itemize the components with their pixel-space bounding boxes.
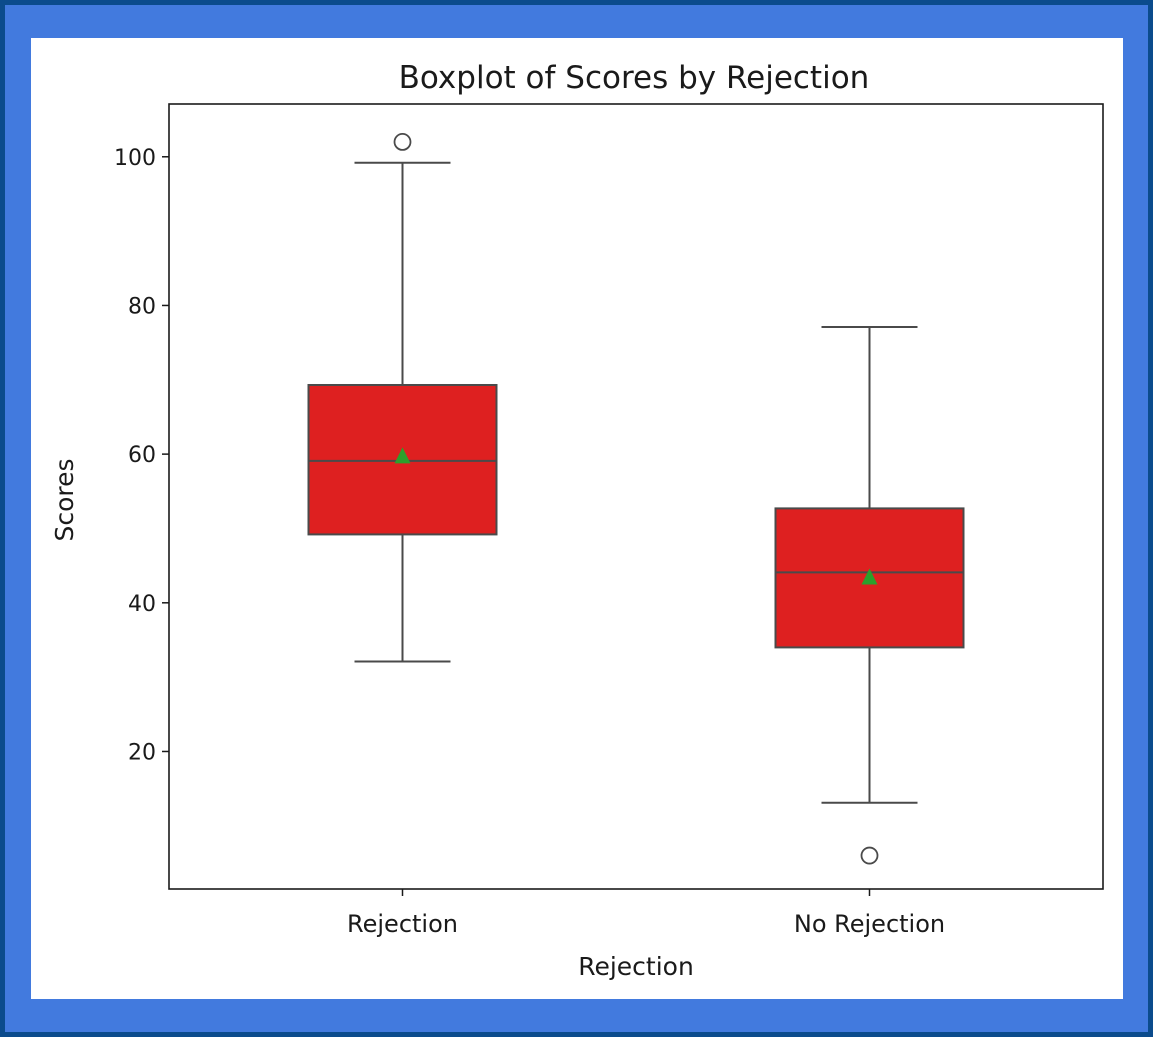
x-axis-label: Rejection (578, 952, 694, 981)
plot-area-border (168, 103, 1104, 890)
outlier-point (393, 133, 412, 151)
y-tick-label: 80 (128, 294, 156, 319)
y-tick-label: 40 (128, 592, 156, 617)
outlier-point (860, 846, 879, 865)
y-tick-label: 100 (114, 146, 156, 171)
x-tick-label: Rejection (347, 910, 458, 938)
y-tick-label: 20 (128, 740, 156, 765)
x-tick-label: No Rejection (794, 910, 945, 938)
y-tick-label: 60 (128, 443, 156, 468)
mean-marker (394, 447, 411, 464)
mean-marker (861, 568, 878, 585)
chart-title: Boxplot of Scores by Rejection (399, 60, 870, 96)
y-axis-label: Scores (50, 458, 79, 541)
